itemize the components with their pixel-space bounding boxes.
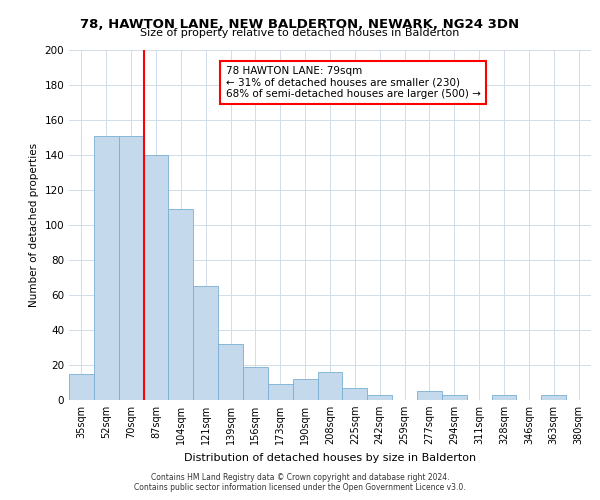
Bar	[268, 384, 293, 400]
Text: Contains HM Land Registry data © Crown copyright and database right 2024.
Contai: Contains HM Land Registry data © Crown c…	[134, 473, 466, 492]
Bar	[94, 136, 119, 400]
Bar	[193, 286, 218, 400]
Y-axis label: Number of detached properties: Number of detached properties	[29, 143, 39, 307]
Text: 78 HAWTON LANE: 79sqm
← 31% of detached houses are smaller (230)
68% of semi-det: 78 HAWTON LANE: 79sqm ← 31% of detached …	[226, 66, 481, 99]
Bar	[367, 395, 392, 400]
Bar	[442, 395, 467, 400]
Bar	[343, 388, 367, 400]
X-axis label: Distribution of detached houses by size in Balderton: Distribution of detached houses by size …	[184, 452, 476, 462]
Bar	[317, 372, 343, 400]
Bar	[218, 344, 243, 400]
Bar	[417, 391, 442, 400]
Bar	[243, 367, 268, 400]
Bar	[143, 155, 169, 400]
Bar	[293, 379, 317, 400]
Bar	[169, 209, 193, 400]
Bar	[491, 395, 517, 400]
Text: Size of property relative to detached houses in Balderton: Size of property relative to detached ho…	[140, 28, 460, 38]
Bar	[119, 136, 143, 400]
Bar	[69, 374, 94, 400]
Text: 78, HAWTON LANE, NEW BALDERTON, NEWARK, NG24 3DN: 78, HAWTON LANE, NEW BALDERTON, NEWARK, …	[80, 18, 520, 30]
Bar	[541, 395, 566, 400]
